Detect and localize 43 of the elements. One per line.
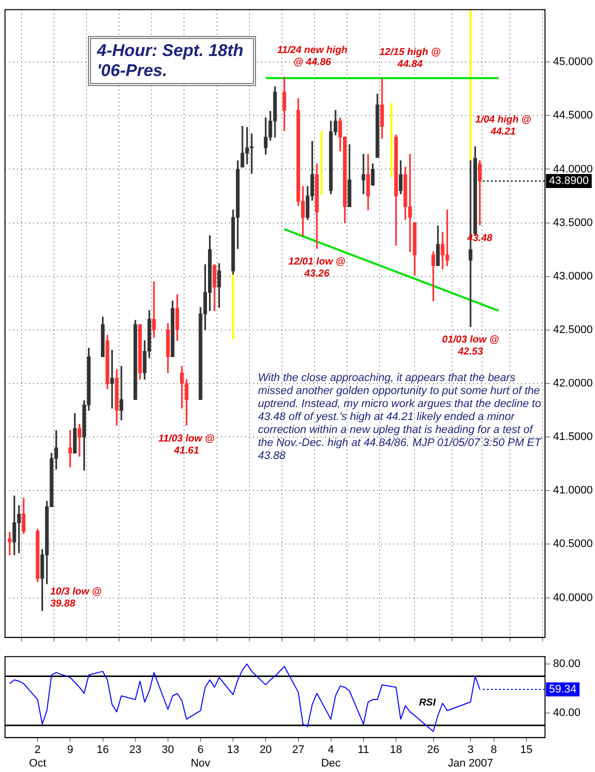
series-label: RSI [418,697,436,708]
y-tick-label: 42.5000 [553,324,593,336]
y-tick-label: 40.00 [553,707,581,720]
annotation: 11/24 new high @ 44.86 [277,45,348,68]
y-tick-label: 42.0000 [553,378,593,390]
y-tick-label: 41.5000 [553,431,593,444]
x-tick-label: 6 Nov [190,744,211,770]
text: 4-Hour: Sept. 18th '06-Pres. [88,36,256,86]
annotation: 43.8900 [549,175,589,188]
candlestick [110,350,114,408]
x-tick-label: 13 [226,744,240,756]
x-tick-label: 30 [162,744,174,756]
x-tick-label: 23 [129,744,142,756]
annotation: 12/01 low @ 43.26 [288,256,346,280]
y-tick-label: 44.5000 [553,110,593,122]
y-tick-label: 45.0000 [553,56,593,68]
x-tick-label: 18 [390,744,402,756]
x-tick-label: 27 [292,744,304,756]
x-tick-label: 20 [260,744,272,756]
y-tick-label: 40.0000 [553,592,593,604]
candlestick [152,281,156,338]
y-tick-label: 43.0000 [553,270,593,282]
annotation: 1/04 high @ 44.21 [475,114,532,138]
x-tick-label: 16 [96,744,109,756]
x-tick-label: 11 [358,744,370,756]
y-tick-label: 43.5000 [553,216,593,229]
annotation: 12/15 high @ 44.84 [379,47,442,70]
annotation: 11/03 low @ 41.61 [158,433,215,456]
x-tick-label: 8 [490,744,497,756]
annotation: 59.34 [549,683,577,696]
y-tick-label: 44.0000 [553,163,593,176]
x-tick-label: 26 [427,744,440,756]
annotation: With the close approaching, it appears that the bears missed another golden opportunity to put some hurt of the uptrend. Instead, my micro work argues that the decline to 43.48 off of yest.'s high at 44.21 likely ended a minor correction within a new upleg that is heading for a test of the Nov.-Dec. high at 44.84/86. MJP 01/05/07 3:50 PM ET 43.88 [258,372,543,463]
x-tick-label: 9 [67,744,74,756]
annotation: 10/3 low @ 39.88 [50,586,102,610]
y-tick-label: 40.5000 [553,538,593,550]
x-tick-label: 4 Dec [321,744,342,770]
annotation: 01/03 low @ 42.53 [442,334,500,358]
y-tick-label: 80.00 [553,658,581,670]
x-tick-label: 2 Oct [29,744,46,770]
x-tick-label: 15 [520,744,533,756]
y-tick-label: 41.0000 [553,484,593,497]
candlestick [362,154,366,194]
